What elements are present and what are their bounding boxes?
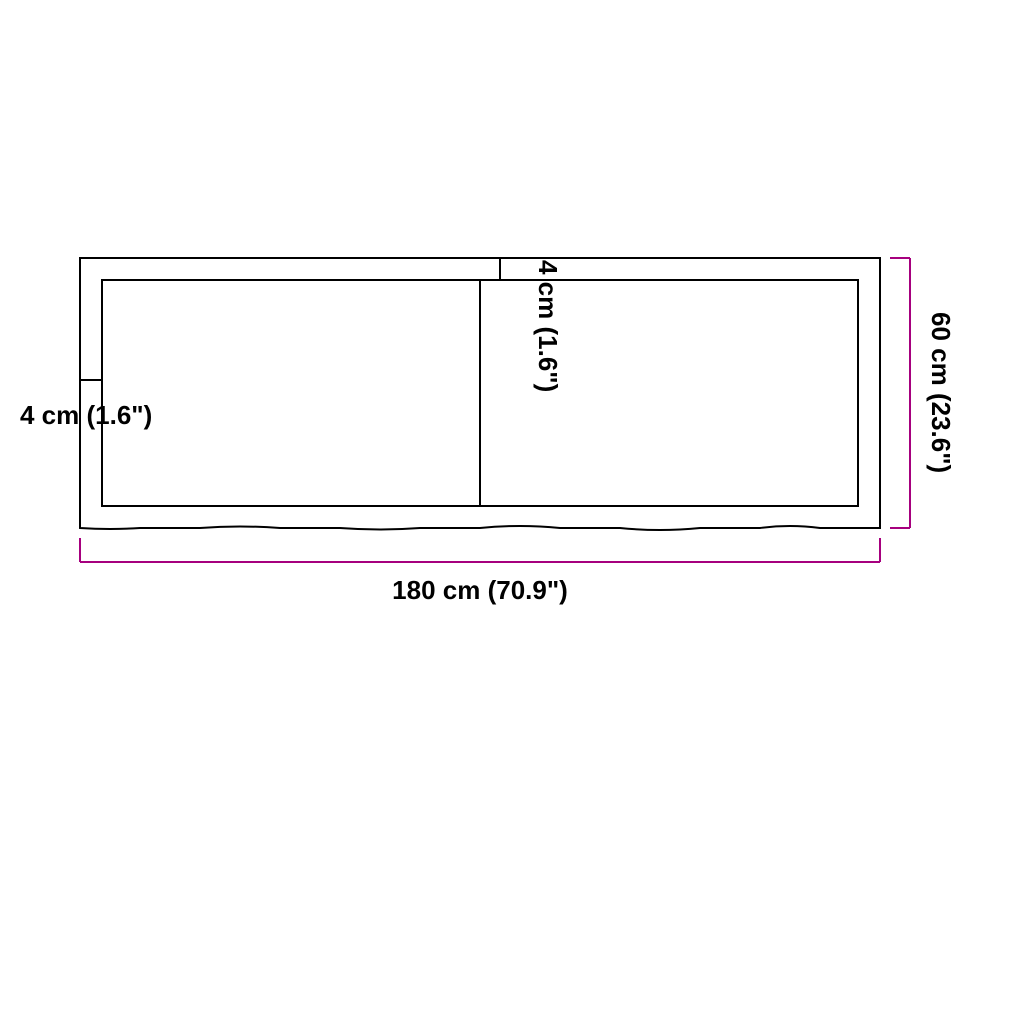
dim-frame-left-tick <box>80 372 102 388</box>
dim-height-label: 60 cm (23.6") <box>925 258 956 528</box>
drawing-canvas: 180 cm (70.9") 60 cm (23.6") 4 cm (1.6")… <box>0 0 1024 1024</box>
dim-width-label: 180 cm (70.9") <box>0 575 960 606</box>
dim-frame-left-label: 4 cm (1.6") <box>20 400 152 431</box>
dim-height <box>890 258 910 528</box>
diagram-svg <box>0 0 1024 1024</box>
dim-width <box>80 538 880 562</box>
dim-frame-top-label: 4 cm (1.6") <box>532 260 563 410</box>
dim-frame-top-tick <box>492 258 508 280</box>
